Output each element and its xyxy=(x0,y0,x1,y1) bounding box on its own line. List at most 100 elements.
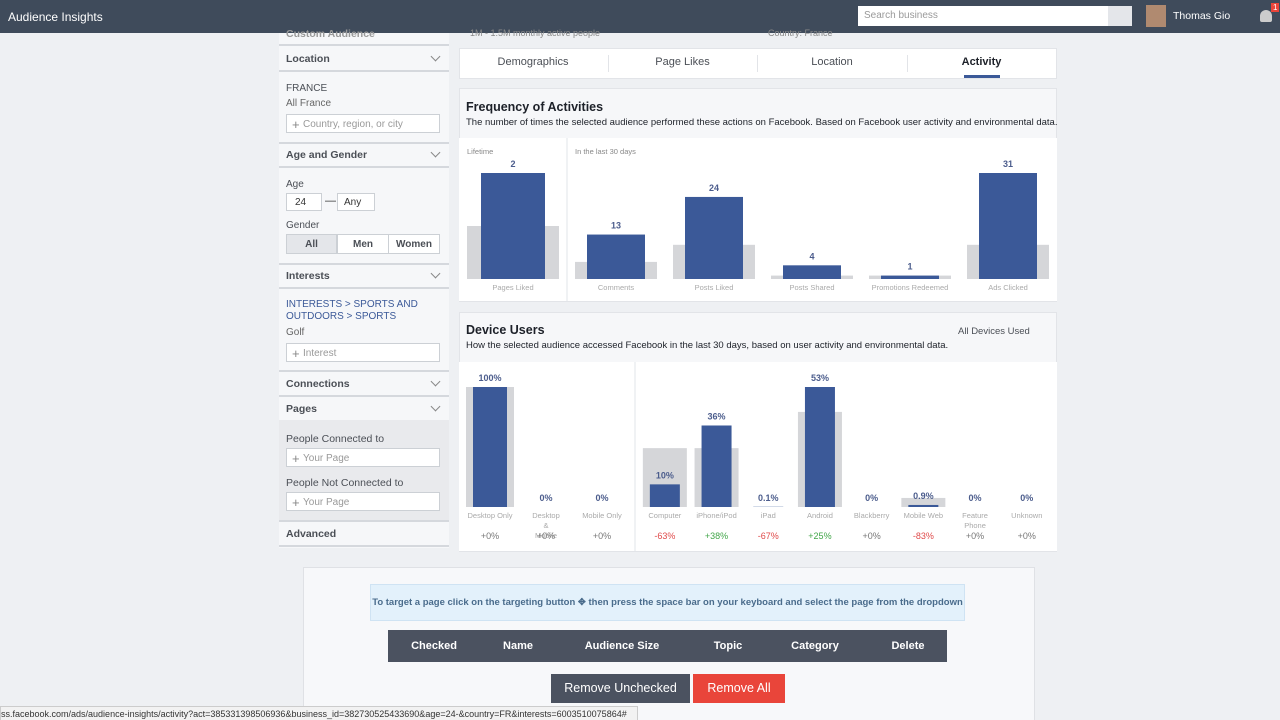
bar xyxy=(685,196,743,279)
frequency-chart: Lifetime In the last 30 days 2 Pages Liked 1… xyxy=(459,138,1057,301)
section-heading[interactable]: Location xyxy=(286,53,330,65)
category-label: Posts Shared xyxy=(789,283,834,292)
search-box[interactable]: Search business xyxy=(858,6,1108,26)
group-label: In the last 30 days xyxy=(575,147,636,156)
value-label: 4 xyxy=(809,251,814,261)
tab-bar xyxy=(459,48,1057,79)
label: People Not Connected to xyxy=(286,477,404,489)
country-filter: Country: France xyxy=(768,28,833,38)
tab[interactable]: Location xyxy=(811,56,853,68)
tab-underline xyxy=(963,75,1000,78)
change-label: +0% xyxy=(1018,531,1036,541)
bar xyxy=(804,387,835,507)
country: FRANCE xyxy=(286,83,328,94)
notifications-icon[interactable] xyxy=(1260,10,1272,22)
chart-bg xyxy=(459,362,1057,551)
category-label: iPhone/iPod xyxy=(696,511,736,520)
tab[interactable]: Page Likes xyxy=(655,56,710,68)
column-header[interactable]: Category xyxy=(791,640,839,652)
age-from[interactable]: 24 xyxy=(286,193,322,211)
tab[interactable]: Demographics xyxy=(497,56,569,68)
category-label: Ads Clicked xyxy=(988,283,1028,292)
column-header[interactable]: Topic xyxy=(713,640,743,652)
section-heading[interactable]: Custom Audience xyxy=(286,28,375,40)
category-label: iPad xyxy=(761,511,776,520)
value-label: 53% xyxy=(811,373,829,383)
label: Age xyxy=(286,179,304,190)
column-header[interactable]: Checked xyxy=(411,640,457,652)
gender-button[interactable]: Men xyxy=(337,234,389,254)
page-input[interactable]: Your Page xyxy=(286,492,440,512)
section-heading[interactable]: Age and Gender xyxy=(286,149,368,161)
location-input[interactable]: Country, region, or city xyxy=(286,114,440,134)
category-label: Unknown xyxy=(1011,511,1042,520)
value-label: 0.1% xyxy=(758,493,779,503)
page-input[interactable]: Your Page xyxy=(286,448,440,468)
section-heading[interactable]: Connections xyxy=(286,378,350,390)
bar xyxy=(701,425,732,507)
column-header[interactable]: Name xyxy=(503,640,533,652)
tab-divider xyxy=(906,55,908,72)
change-label: -63% xyxy=(654,531,675,541)
bar xyxy=(979,173,1037,279)
panel-description: The number of times the selected audienc… xyxy=(466,117,1058,128)
category-label: Mobile Only xyxy=(582,511,622,520)
column-header[interactable]: Delete xyxy=(891,640,925,652)
bar xyxy=(783,265,841,279)
user-name[interactable]: Thomas Gio xyxy=(1173,10,1231,22)
button[interactable]: Remove Unchecked xyxy=(551,674,690,703)
table-header xyxy=(388,630,947,662)
device-dropdown[interactable]: All Devices Used xyxy=(958,326,1030,337)
change-label: +0% xyxy=(593,531,611,541)
gender-button[interactable]: Women xyxy=(388,234,440,254)
section-heading[interactable]: Interests xyxy=(286,270,330,282)
device-chart: 100%Desktop Only+0%0%Desktop & Mobile+0%0%… xyxy=(459,362,1057,551)
bar xyxy=(649,484,680,507)
benchmark-bar xyxy=(901,497,946,507)
button[interactable]: Remove All xyxy=(693,674,785,703)
avatar[interactable] xyxy=(1146,5,1166,27)
category-label: Desktop Only xyxy=(467,511,512,520)
change-label: +0% xyxy=(481,531,499,541)
value-label: 0% xyxy=(865,493,878,503)
bar xyxy=(881,275,939,279)
group-label: Lifetime xyxy=(467,147,493,156)
bar xyxy=(473,387,507,507)
change-label: +0% xyxy=(537,531,555,541)
interest-path[interactable]: INTERESTS > SPORTS AND OUTDOORS > SPORTS xyxy=(286,299,418,322)
label: Gender xyxy=(286,220,320,231)
category-label: Posts Liked xyxy=(695,283,734,292)
dash: — xyxy=(325,195,336,207)
category-label: Computer xyxy=(648,511,681,520)
value-label: 0% xyxy=(539,493,552,503)
value-label: 0.9% xyxy=(913,491,934,501)
notification-count: 1 xyxy=(1271,3,1280,12)
category-label: Pages Liked xyxy=(492,283,533,292)
tab[interactable]: Activity xyxy=(961,56,1002,68)
change-label: +0% xyxy=(863,531,881,541)
panel-description: How the selected audience accessed Faceb… xyxy=(466,340,949,351)
value-label: 0% xyxy=(595,493,608,503)
value-label: 0% xyxy=(1020,493,1033,503)
bar xyxy=(481,173,545,279)
change-label: +38% xyxy=(705,531,728,541)
age-to[interactable]: Any xyxy=(337,193,375,211)
search-button[interactable] xyxy=(1108,6,1132,26)
value-label: 36% xyxy=(708,411,726,421)
bar xyxy=(587,234,645,279)
change-label: -83% xyxy=(913,531,934,541)
category-label: Feature Phone xyxy=(962,511,988,530)
category-label: Comments xyxy=(598,283,635,292)
value-label: 0% xyxy=(969,493,982,503)
interest-input[interactable]: Interest xyxy=(286,343,440,363)
gender-button[interactable]: All xyxy=(286,234,337,254)
section-heading[interactable]: Advanced xyxy=(286,528,337,540)
value-label: 100% xyxy=(478,373,501,383)
value-label: 10% xyxy=(656,470,674,480)
app-title: Audience Insights xyxy=(8,10,103,24)
column-header[interactable]: Audience Size xyxy=(584,640,660,652)
section-heading[interactable]: Pages xyxy=(286,403,317,415)
category-label: Mobile Web xyxy=(904,511,943,520)
value-label: 31 xyxy=(1003,159,1013,169)
